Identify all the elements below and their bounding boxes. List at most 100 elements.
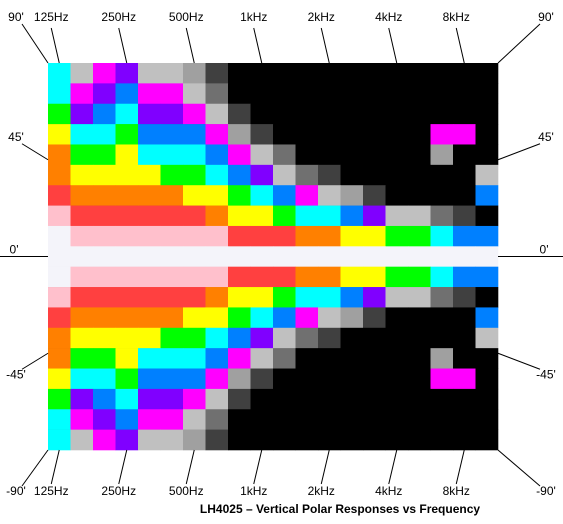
heat-cell (138, 429, 161, 451)
heat-cell (273, 266, 296, 288)
heat-cell (408, 307, 431, 329)
heat-cell (205, 185, 229, 206)
heat-cell (205, 124, 229, 145)
heat-cell (228, 144, 251, 166)
y-tick (497, 449, 541, 487)
heat-cell (408, 429, 431, 451)
heat-cell (363, 246, 386, 267)
heat-cell (385, 246, 409, 267)
heat-cell (363, 63, 386, 84)
heat-cell (93, 185, 116, 206)
heat-cell (385, 144, 409, 166)
heat-cell (295, 429, 319, 451)
heat-cell (138, 266, 161, 288)
heat-cell (453, 124, 476, 145)
x-tick-label: 2kHz (308, 484, 335, 498)
heat-cell (48, 327, 71, 349)
heat-cell (273, 144, 296, 166)
heat-cell (430, 388, 454, 410)
heat-cell (385, 164, 409, 186)
heat-cell (475, 409, 499, 430)
heat-cell (228, 348, 251, 369)
heat-cell (475, 63, 499, 84)
heat-cell (228, 124, 251, 145)
heat-cell (183, 185, 206, 206)
heat-cell (430, 368, 454, 390)
heat-cell (475, 327, 499, 349)
heat-cell (228, 185, 251, 206)
heat-cell (273, 307, 296, 329)
heat-cell (70, 246, 94, 267)
heat-cell (70, 185, 94, 206)
x-tick (185, 27, 195, 64)
heat-cell (385, 205, 409, 227)
heat-cell (228, 266, 251, 288)
heat-cell (340, 246, 364, 267)
heat-cell (138, 307, 161, 329)
heat-cell (475, 429, 499, 451)
heat-cell (160, 388, 184, 410)
heat-cell (250, 388, 274, 410)
heat-cell (295, 124, 319, 145)
heat-cell (318, 429, 341, 451)
heat-cell (48, 348, 71, 369)
heat-cell (295, 348, 319, 369)
heat-cell (453, 307, 476, 329)
heat-cell (70, 409, 94, 430)
heat-cell (93, 368, 116, 390)
heat-cell (115, 409, 139, 430)
heat-cell (318, 307, 341, 329)
heat-cell (475, 368, 499, 390)
heat-cell (430, 83, 454, 105)
heat-cell (430, 185, 454, 206)
heat-cell (115, 388, 139, 410)
heat-cell (408, 144, 431, 166)
heat-cell (183, 266, 206, 288)
x-tick-label: 4kHz (375, 484, 402, 498)
heat-cell (340, 368, 364, 390)
y-tick-label: -90' (6, 484, 26, 498)
heat-cell (430, 144, 454, 166)
heat-cell (273, 348, 296, 369)
heat-cell (138, 63, 161, 84)
heat-cell (115, 307, 139, 329)
heat-cell (430, 266, 454, 288)
y-tick-label: 0' (10, 243, 19, 257)
heat-cell (205, 266, 229, 288)
x-tick-label: 2kHz (308, 10, 335, 24)
heat-cell (475, 225, 499, 247)
heat-cell (453, 287, 476, 308)
x-tick-label: 8kHz (443, 10, 470, 24)
heat-cell (70, 388, 94, 410)
heat-cell (228, 287, 251, 308)
x-tick-label: 4kHz (375, 10, 402, 24)
heat-cell (273, 409, 296, 430)
heat-cell (160, 429, 184, 451)
heat-cell (408, 388, 431, 410)
x-tick-label: 1kHz (240, 484, 267, 498)
heat-cell (205, 409, 229, 430)
heat-cell (138, 164, 161, 186)
heat-cell (160, 348, 184, 369)
heat-cell (250, 164, 274, 186)
heat-cell (363, 348, 386, 369)
heat-cell (138, 225, 161, 247)
heat-cell (340, 205, 364, 227)
heat-cell (318, 327, 341, 349)
y-tick (21, 352, 49, 370)
heat-cell (318, 205, 341, 227)
heat-cell (475, 246, 499, 267)
heat-cell (363, 287, 386, 308)
heat-cell (408, 266, 431, 288)
heat-cell (228, 205, 251, 227)
heat-cell (70, 287, 94, 308)
heat-cell (93, 205, 116, 227)
heat-cell (363, 205, 386, 227)
y-tick-label: -45' (536, 367, 556, 381)
heat-cell (138, 185, 161, 206)
heat-cell (408, 348, 431, 369)
heat-cell (160, 368, 184, 390)
heat-cell (273, 368, 296, 390)
heat-cell (273, 246, 296, 267)
